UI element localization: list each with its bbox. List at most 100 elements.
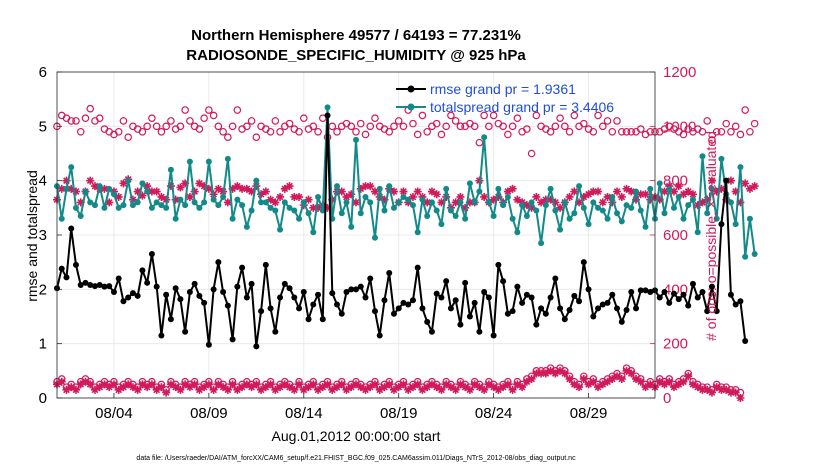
obs_possible-point bbox=[224, 133, 232, 142]
obs_evaluated_low-point bbox=[470, 380, 479, 389]
totalspread-point bbox=[718, 155, 725, 162]
obs_evaluated_low-point bbox=[627, 369, 636, 378]
totalspread-point bbox=[523, 212, 530, 219]
legend-rmse-marker bbox=[407, 85, 415, 93]
rmse-point bbox=[561, 316, 568, 323]
obs_evaluated_low-point bbox=[62, 385, 71, 394]
obs_evaluated_low-point bbox=[731, 388, 740, 397]
obs_evaluated-point bbox=[698, 198, 707, 207]
rmse-point bbox=[186, 289, 193, 296]
obs_evaluated_low-point bbox=[712, 383, 721, 392]
obs_possible-point bbox=[276, 127, 284, 136]
obs_evaluated-point bbox=[679, 190, 688, 199]
rmse-point bbox=[514, 283, 521, 290]
obs_evaluated-point bbox=[228, 184, 237, 193]
obs_evaluated-point bbox=[731, 187, 740, 196]
obs_evaluated_low-point bbox=[356, 383, 365, 392]
rmse-point bbox=[533, 321, 540, 328]
obs_evaluated-point bbox=[356, 184, 365, 193]
obs_possible-point bbox=[565, 127, 574, 136]
obs_possible-point bbox=[176, 122, 185, 131]
totalspread-point bbox=[481, 134, 488, 141]
obs_evaluated-point bbox=[745, 184, 754, 193]
left-tick-label: 6 bbox=[39, 64, 47, 81]
obs_possible-point bbox=[95, 114, 104, 122]
totalspread-point bbox=[186, 158, 193, 165]
obs_evaluated-point bbox=[399, 187, 408, 196]
totalspread-point bbox=[661, 210, 668, 217]
obs_evaluated_low-point bbox=[707, 388, 716, 397]
obs_evaluated-point bbox=[508, 184, 517, 193]
totalspread-point bbox=[519, 202, 526, 209]
rmse-point bbox=[343, 289, 350, 296]
rmse-point bbox=[727, 291, 734, 298]
obs_evaluated-point bbox=[598, 198, 607, 207]
obs_evaluated_low-point bbox=[418, 385, 427, 394]
rmse-point bbox=[172, 285, 179, 292]
obs_evaluated_low-point bbox=[508, 385, 517, 394]
obs_possible-point bbox=[228, 122, 237, 131]
obs_evaluated-point bbox=[537, 198, 546, 207]
obs_evaluated-point bbox=[380, 195, 389, 204]
obs_evaluated_low-point bbox=[489, 383, 498, 392]
rmse-point bbox=[462, 279, 469, 286]
obs_evaluated_low-point bbox=[437, 385, 446, 394]
obs_possible-point bbox=[67, 117, 76, 125]
obs_evaluated_low-point bbox=[456, 380, 465, 389]
obs_evaluated-point bbox=[726, 176, 735, 185]
obs_evaluated-point bbox=[90, 182, 99, 191]
obs_evaluated-point bbox=[541, 195, 550, 204]
obs_evaluated_low-point bbox=[575, 383, 584, 392]
rmse-point bbox=[405, 301, 412, 308]
obs_evaluated-point bbox=[233, 182, 242, 191]
totalspread-point bbox=[689, 196, 696, 203]
rmse-point bbox=[248, 280, 255, 287]
obs_evaluated-point bbox=[171, 195, 180, 204]
totalspread-point bbox=[376, 185, 383, 192]
totalspread-point bbox=[305, 210, 312, 217]
totalspread-point bbox=[182, 202, 189, 209]
obs_evaluated-point bbox=[247, 187, 256, 196]
rmse-point bbox=[547, 294, 554, 301]
rmse-point bbox=[595, 305, 602, 312]
obs_evaluated_low-point bbox=[726, 388, 735, 397]
obs_evaluated_low-point bbox=[81, 377, 90, 386]
rmse-point bbox=[177, 296, 184, 303]
obs_possible-point bbox=[309, 122, 318, 131]
rmse-point bbox=[457, 321, 464, 328]
obs_possible-point bbox=[81, 114, 90, 122]
obs_possible-point bbox=[622, 127, 631, 136]
obs_evaluated_low-point bbox=[442, 380, 451, 389]
obs_possible-point bbox=[200, 114, 208, 122]
obs_evaluated-point bbox=[655, 195, 664, 204]
obs_evaluated-point bbox=[342, 192, 351, 201]
obs_evaluated-point bbox=[62, 176, 71, 185]
totalspread-point bbox=[196, 204, 203, 211]
obs_evaluated-point bbox=[489, 195, 498, 204]
obs_possible-point bbox=[423, 127, 431, 136]
obs_evaluated_low-point bbox=[665, 377, 674, 386]
obs_possible-point bbox=[551, 122, 560, 131]
rmse-point bbox=[386, 270, 393, 277]
obs_evaluated_low-point bbox=[655, 377, 664, 386]
rmse-point bbox=[310, 301, 317, 308]
totalspread-point bbox=[371, 234, 378, 241]
rmse-point bbox=[481, 289, 488, 296]
totalspread-point bbox=[500, 202, 507, 209]
obs_evaluated_low-point bbox=[494, 385, 503, 394]
rmse-point bbox=[296, 305, 303, 312]
legend-rmse-label: rmse grand pr = 1.9361 bbox=[430, 81, 576, 97]
obs_possible-point bbox=[195, 125, 204, 133]
obs_evaluated_low-point bbox=[318, 383, 327, 392]
rmse-point bbox=[723, 177, 730, 184]
obs_evaluated_low-point bbox=[370, 380, 379, 389]
rmse-point bbox=[101, 283, 108, 290]
left-tick-label: 0 bbox=[39, 390, 47, 407]
obs_evaluated-point bbox=[276, 192, 285, 201]
obs_possible-point bbox=[731, 122, 740, 131]
rmse-point bbox=[414, 264, 421, 271]
obs_evaluated_low-point bbox=[71, 385, 80, 394]
left-tick-label: 1 bbox=[39, 336, 47, 353]
rmse-point bbox=[689, 280, 696, 287]
obs_evaluated_low-point bbox=[598, 380, 607, 389]
